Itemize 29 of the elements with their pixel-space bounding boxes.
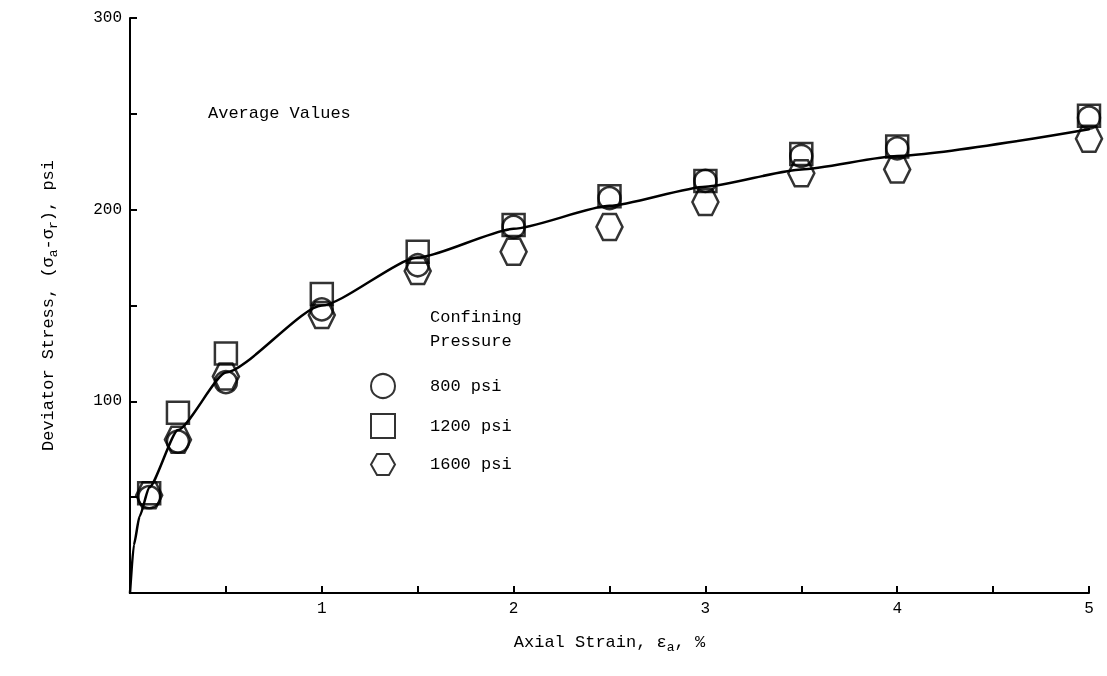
point bbox=[165, 400, 191, 426]
point bbox=[1074, 124, 1104, 153]
x-tick-label: 2 bbox=[508, 600, 519, 618]
point bbox=[307, 300, 337, 330]
y-tick-label: 200 bbox=[93, 200, 122, 219]
point bbox=[691, 187, 720, 217]
y-tick-label: 300 bbox=[93, 9, 122, 27]
x-tick-label: 4 bbox=[892, 600, 902, 618]
annotation: Average Values bbox=[208, 104, 351, 123]
point bbox=[213, 341, 239, 366]
y-axis-title: Deviator Stress, (σa-σr), psi bbox=[39, 159, 61, 452]
point bbox=[403, 256, 432, 286]
point bbox=[213, 369, 239, 395]
y-tick-label: 100 bbox=[93, 392, 122, 411]
point bbox=[787, 159, 816, 188]
point bbox=[882, 155, 912, 184]
legend-title: Confining Pressure bbox=[430, 307, 533, 351]
point bbox=[405, 239, 430, 265]
x-tick-label: 3 bbox=[700, 600, 711, 618]
legend-label: 1200 psi bbox=[430, 416, 512, 436]
x-tick-label: 1 bbox=[317, 600, 327, 618]
x-tick-label: 5 bbox=[1084, 600, 1094, 618]
legend-label: 1600 psi bbox=[430, 454, 512, 474]
point bbox=[595, 212, 624, 242]
point bbox=[309, 297, 335, 322]
point bbox=[499, 237, 528, 267]
point bbox=[309, 281, 335, 307]
point bbox=[211, 362, 241, 391]
legend-label: 800 psi bbox=[430, 376, 502, 396]
